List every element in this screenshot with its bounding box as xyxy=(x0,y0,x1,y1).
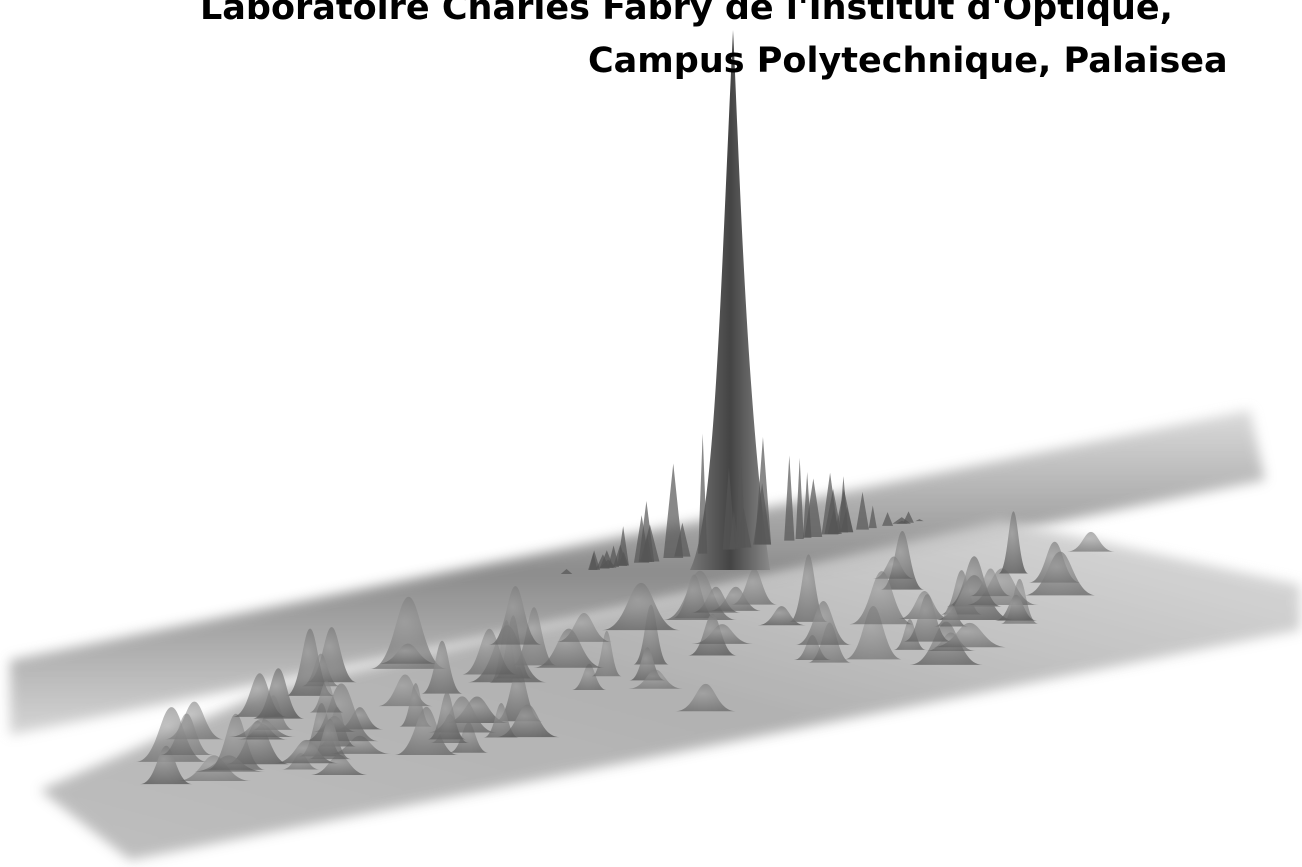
peak xyxy=(274,739,339,764)
peak xyxy=(795,457,804,540)
peak xyxy=(495,704,560,738)
peak xyxy=(709,586,763,611)
peak xyxy=(160,713,213,755)
peak xyxy=(1067,531,1115,552)
peak xyxy=(698,433,708,554)
ridge-peaks xyxy=(560,433,924,575)
title-line-2: Campus Polytechnique, Palaisea xyxy=(588,41,1228,81)
peak xyxy=(844,606,903,660)
peak xyxy=(675,683,736,712)
peak xyxy=(483,703,519,738)
peak xyxy=(757,606,806,626)
peak xyxy=(571,663,608,691)
peak xyxy=(489,586,542,645)
peak xyxy=(663,463,684,559)
title-line-1: Laboratoire Charles Fabry de l'Institut … xyxy=(200,0,1173,28)
peak xyxy=(998,511,1029,574)
peak xyxy=(903,511,914,523)
peak xyxy=(308,680,345,713)
peak xyxy=(285,628,335,696)
peak xyxy=(674,522,691,557)
peak xyxy=(633,604,670,665)
peak xyxy=(1023,551,1098,596)
peak xyxy=(789,554,828,622)
peak xyxy=(896,520,908,524)
peak xyxy=(933,603,969,627)
peak xyxy=(915,519,924,522)
peak xyxy=(931,622,1008,648)
peak xyxy=(729,510,739,549)
peak xyxy=(206,713,266,770)
peak xyxy=(427,691,467,740)
peak xyxy=(308,718,352,760)
peak xyxy=(618,551,629,566)
peak xyxy=(139,745,193,785)
peaks xyxy=(135,511,1115,785)
peak xyxy=(421,640,463,694)
central-spike xyxy=(690,30,770,570)
peak xyxy=(691,624,753,644)
peak xyxy=(601,582,681,631)
peak xyxy=(232,673,288,717)
peak xyxy=(309,754,369,776)
peak xyxy=(642,535,653,562)
peak xyxy=(560,569,573,575)
peak xyxy=(821,472,839,535)
peak xyxy=(802,472,812,538)
peak xyxy=(994,594,1038,621)
peak xyxy=(628,669,683,689)
peak xyxy=(735,442,746,548)
peak xyxy=(893,619,927,650)
peak xyxy=(370,596,448,669)
peak xyxy=(511,607,557,666)
peak xyxy=(328,735,392,754)
peak xyxy=(969,568,1012,597)
peak xyxy=(784,455,795,541)
peak xyxy=(377,643,439,664)
peak xyxy=(228,718,297,737)
peak xyxy=(882,512,894,526)
peak xyxy=(795,601,852,645)
peak xyxy=(556,613,613,642)
peak xyxy=(903,594,952,642)
peak xyxy=(394,706,459,756)
peak xyxy=(461,628,518,675)
peak xyxy=(591,630,622,677)
peak xyxy=(533,628,605,668)
peak xyxy=(588,550,601,570)
peak xyxy=(448,722,489,753)
peak xyxy=(849,571,915,625)
peak xyxy=(868,505,877,529)
peak xyxy=(834,489,854,533)
peak xyxy=(753,483,771,545)
peak xyxy=(856,491,869,530)
